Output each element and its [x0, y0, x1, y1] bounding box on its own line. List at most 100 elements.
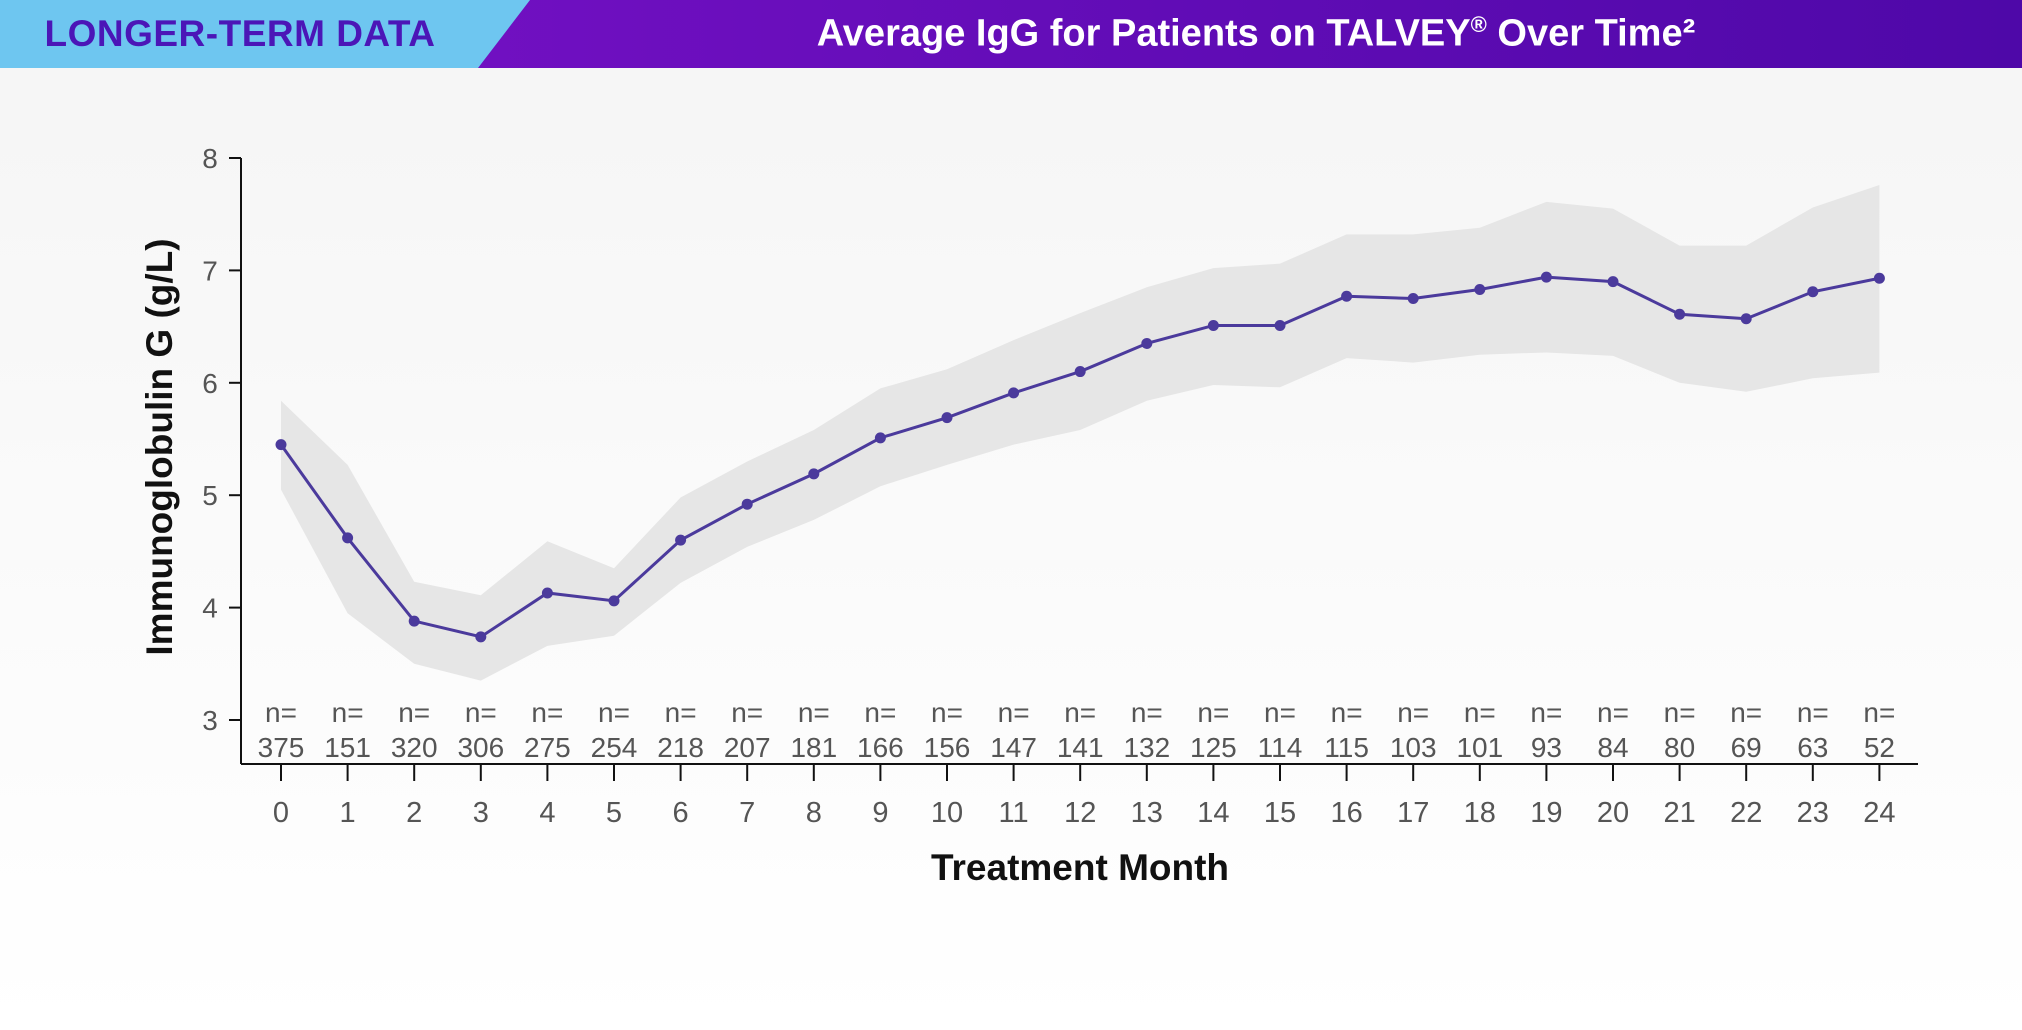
data-point [808, 468, 820, 480]
confidence-band [281, 184, 1880, 681]
n-label: n= [332, 697, 364, 728]
x-tick-label: 23 [1797, 797, 1829, 829]
n-count: 207 [724, 732, 771, 763]
data-point [1474, 284, 1486, 296]
data-point [275, 439, 287, 451]
registered-mark: ® [1470, 12, 1487, 38]
x-tick-label: 22 [1730, 797, 1762, 829]
n-count: 254 [591, 732, 638, 763]
x-tick-label: 24 [1863, 797, 1895, 829]
x-tick-label: 0 [273, 797, 289, 829]
n-label: n= [1331, 697, 1363, 728]
data-point [741, 498, 753, 510]
n-label: n= [1530, 697, 1562, 728]
data-point [475, 631, 487, 643]
x-tick-label: 13 [1131, 797, 1163, 829]
n-count: 69 [1731, 732, 1762, 763]
n-count: 93 [1531, 732, 1562, 763]
y-axis-title: Immunoglobulin G (g/L) [139, 238, 180, 655]
n-count: 320 [391, 732, 438, 763]
n-label: n= [465, 697, 497, 728]
x-tick-label: 18 [1464, 797, 1496, 829]
x-tick-label: 2 [406, 797, 422, 829]
x-tick-label: 21 [1663, 797, 1695, 829]
y-tick-label: 6 [202, 368, 218, 399]
n-label: n= [1397, 697, 1429, 728]
data-point [1074, 366, 1086, 378]
n-count: 275 [524, 732, 571, 763]
data-point [1807, 286, 1819, 298]
n-label: n= [1597, 697, 1629, 728]
x-tick-label: 1 [340, 797, 356, 829]
n-label: n= [998, 697, 1030, 728]
n-label: n= [731, 697, 763, 728]
data-point [1207, 319, 1219, 331]
n-label: n= [265, 697, 297, 728]
n-count: 52 [1864, 732, 1895, 763]
x-tick-label: 11 [999, 797, 1029, 829]
x-tick-label: 20 [1597, 797, 1629, 829]
section-tag-background [0, 0, 530, 68]
n-count: 84 [1597, 732, 1628, 763]
y-tick-label: 4 [202, 593, 218, 624]
data-point [1008, 387, 1020, 399]
data-point [675, 534, 687, 546]
n-label: n= [665, 697, 697, 728]
n-count: 80 [1664, 732, 1695, 763]
n-label: n= [1264, 697, 1296, 728]
n-label: n= [1664, 697, 1696, 728]
n-label: n= [1730, 697, 1762, 728]
x-axis-title: Treatment Month [931, 847, 1229, 888]
x-tick-label: 9 [872, 797, 888, 829]
n-label: n= [1797, 697, 1829, 728]
y-tick-label: 3 [202, 705, 218, 736]
n-count: 147 [990, 732, 1037, 763]
y-tick-label: 8 [202, 143, 218, 174]
data-point [941, 412, 953, 424]
n-count: 115 [1324, 732, 1369, 763]
data-point [541, 587, 553, 599]
data-point [1407, 293, 1419, 304]
n-label: n= [1464, 697, 1496, 728]
section-tag: LONGER-TERM DATA [44, 13, 436, 54]
data-point [1674, 308, 1686, 320]
n-label: n= [598, 697, 630, 728]
n-label: n= [398, 697, 430, 728]
n-count: 151 [324, 732, 371, 763]
header-background [0, 0, 2022, 68]
data-point [1607, 276, 1619, 288]
n-count: 375 [258, 732, 305, 763]
n-label: n= [531, 697, 563, 728]
chart-title-text: Average IgG for Patients on TALVEY [816, 12, 1471, 55]
x-tick-label: 7 [739, 797, 755, 829]
data-point [1341, 290, 1353, 302]
n-label: n= [1131, 697, 1163, 728]
header-banner: LONGER-TERM DATA Average IgG for Patient… [0, 0, 2022, 68]
n-count: 63 [1797, 732, 1828, 763]
x-tick-label: 6 [673, 797, 689, 829]
n-count: 181 [790, 732, 837, 763]
x-tick-label: 14 [1197, 797, 1229, 829]
x-tick-label: 10 [931, 797, 963, 829]
data-point [1873, 272, 1885, 284]
n-count: 103 [1390, 732, 1437, 763]
y-tick-label: 5 [202, 480, 218, 511]
x-tick-label: 17 [1397, 797, 1429, 829]
n-count: 166 [857, 732, 904, 763]
n-label: n= [864, 697, 896, 728]
data-point [408, 615, 420, 627]
data-point [1540, 271, 1552, 283]
n-label: n= [1197, 697, 1229, 728]
n-label: n= [1064, 697, 1096, 728]
n-count: 114 [1258, 732, 1303, 763]
x-tick-label: 4 [539, 797, 555, 829]
chart-title: Average IgG for Patients on TALVEY® Over… [490, 0, 2022, 68]
n-count: 156 [924, 732, 971, 763]
n-count: 218 [657, 732, 704, 763]
x-tick-label: 5 [606, 797, 622, 829]
n-count: 141 [1057, 732, 1104, 763]
x-tick-label: 15 [1264, 797, 1296, 829]
x-tick-label: 12 [1064, 797, 1096, 829]
n-label: n= [1863, 697, 1895, 728]
